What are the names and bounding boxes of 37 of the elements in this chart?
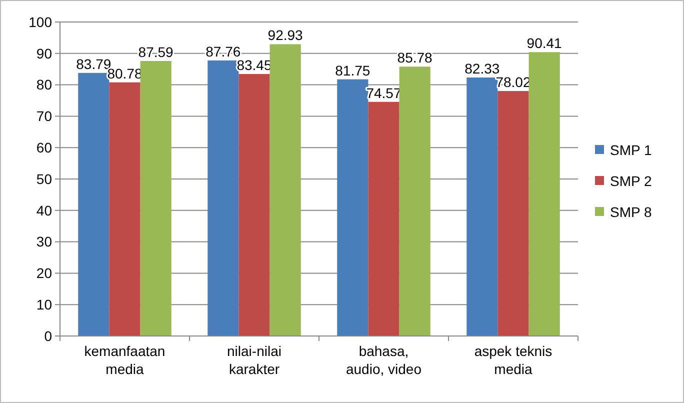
bar [466,77,498,336]
bar [78,72,110,336]
data-label: 82.33 [464,60,500,76]
y-tick-label: 30 [36,234,52,250]
x-tick-label: bahasa, audio, video [346,343,422,377]
data-label: 81.75 [335,62,370,78]
y-tick-label: 40 [36,202,52,218]
bar [498,91,529,336]
data-label: 85.78 [397,50,433,66]
y-tick-label: 100 [28,14,52,30]
data-label: 87.76 [206,43,241,60]
bar [270,44,301,336]
x-tick-label: nilai-nilai karakter [227,343,282,377]
y-tick-label: 10 [36,296,52,312]
bar [109,82,140,336]
bar [337,79,368,336]
y-tick-label: 60 [36,140,52,156]
data-label: 92.93 [268,27,304,44]
bar [368,102,400,336]
data-label: 90.41 [526,35,562,52]
bar [140,60,172,336]
y-tick-label: 20 [36,265,52,282]
y-tick-label: 50 [36,170,52,187]
y-tick-label: 90 [36,45,52,62]
y-tick-label: 0 [44,328,52,344]
x-tick-label: aspek teknis media [474,343,552,377]
data-label: 87.59 [138,44,174,60]
bar [399,66,430,336]
bar [528,52,560,336]
legend-label: SMP 2 [610,172,652,189]
bar [238,74,270,336]
legend-label: SMP 8 [610,204,652,220]
x-tick-label: kemanfaatan media [84,343,166,377]
y-tick-label: 80 [36,76,52,93]
bar [208,60,239,336]
y-tick-label: 70 [36,108,52,124]
legend-label: SMP 1 [610,142,652,158]
